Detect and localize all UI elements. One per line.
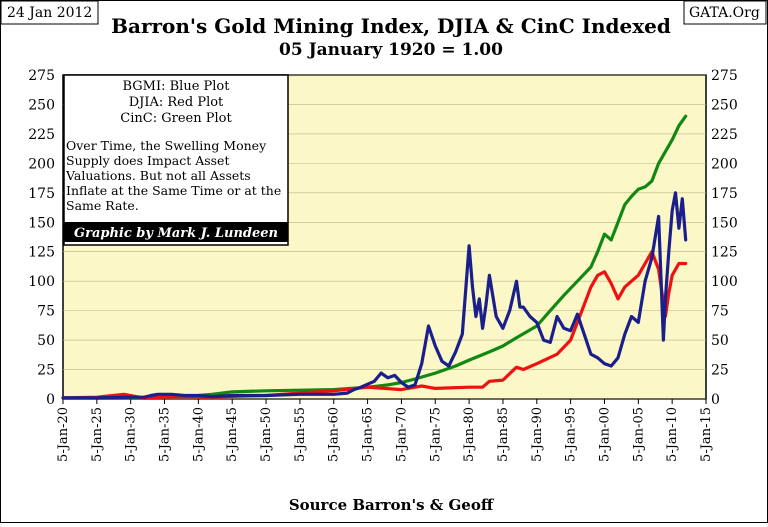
y-tick-left: 175: [28, 186, 55, 202]
x-tick-label: 5-Jan-35: [158, 407, 173, 462]
y-tick-left: 225: [28, 127, 55, 143]
y-tick-right: 175: [711, 186, 738, 202]
legend-credit-bar: [64, 222, 288, 242]
source-label-box: [683, 0, 767, 25]
series-line-bgmi: [61, 191, 688, 400]
x-tick-label: 5-Jan-75: [428, 407, 443, 462]
x-tick-label: 5-Jan-10: [665, 407, 680, 462]
x-tick-label: 5-Jan-30: [124, 407, 139, 462]
x-axis-label: Source Barron's & Geoff: [289, 496, 495, 514]
x-tick-label: 5-Jan-05: [631, 407, 646, 462]
chart-title: Barron's Gold Mining Index, DJIA & CinC …: [111, 14, 671, 38]
y-tick-left: 50: [37, 333, 55, 349]
x-tick-label: 5-Jan-70: [394, 407, 409, 462]
x-tick-label: 5-Jan-60: [327, 407, 342, 462]
x-tick-label: 5-Jan-95: [564, 407, 579, 462]
x-tick-label: 5-Jan-50: [259, 407, 274, 462]
x-tick-label: 5-Jan-85: [496, 407, 511, 462]
y-tick-right: 125: [711, 245, 738, 261]
legend-note-wrap: Over Time, the Swelling Money Supply doe…: [66, 138, 282, 213]
x-tick-label: 5-Jan-00: [597, 407, 612, 462]
series-layer: [61, 114, 688, 400]
legend-line-cinc: CinC: Green Plot: [120, 111, 232, 126]
x-tick-label: 5-Jan-25: [90, 407, 105, 462]
y-tick-right: 275: [711, 68, 738, 84]
y-axis-right: 0 25 50 75 100 125 150 175 200 225 250 275: [711, 68, 738, 408]
y-tick-right: 200: [711, 156, 738, 172]
date-label: 24 Jan 2012: [7, 5, 92, 21]
chart-subtitle: 05 January 1920 = 1.00: [279, 40, 503, 60]
legend: BGMI: Blue Plot DJIA: Red Plot CinC: Gre…: [63, 74, 289, 246]
x-tick-label: 5-Jan-55: [293, 407, 308, 462]
legend-line-bgmi: BGMI: Blue Plot: [122, 79, 230, 94]
y-tick-left: 250: [28, 97, 55, 113]
x-tick-label: 5-Jan-40: [191, 407, 206, 462]
x-axis: 5-Jan-20 5-Jan-25 5-Jan-30 5-Jan-35 5-Jan-40…: [56, 399, 714, 462]
y-tick-left: 0: [46, 392, 55, 408]
legend-box: [63, 74, 289, 246]
y-tick-right: 25: [711, 363, 729, 379]
x-tick-label: 5-Jan-20: [56, 407, 71, 462]
y-tick-right: 225: [711, 127, 738, 143]
y-tick-left: 275: [28, 68, 55, 84]
y-tick-left: 200: [28, 156, 55, 172]
y-tick-right: 75: [711, 304, 729, 320]
legend-credit: Graphic by Mark J. Lundeen: [74, 226, 278, 241]
y-tick-left: 125: [28, 245, 55, 261]
date-label-box: [0, 0, 99, 25]
x-tick-label: 5-Jan-45: [225, 407, 240, 462]
legend-note: Over Time, the Swelling Money Supply doe…: [66, 138, 282, 213]
y-tick-left: 100: [28, 274, 55, 290]
y-tick-left: 75: [37, 304, 55, 320]
source-label: GATA.Org: [689, 5, 760, 21]
legend-line-djia: DJIA: Red Plot: [129, 95, 224, 110]
x-tick-label: 5-Jan-90: [530, 407, 545, 462]
y-tick-left: 150: [28, 215, 55, 231]
y-axis-left: 0 25 50 75 100 125 150 175 200 225 250 275: [28, 68, 55, 408]
x-tick-label: 5-Jan-65: [361, 407, 376, 462]
y-tick-right: 100: [711, 274, 738, 290]
y-tick-left: 25: [37, 363, 55, 379]
x-tick-label: 5-Jan-15: [699, 407, 714, 462]
y-tick-right: 250: [711, 97, 738, 113]
y-tick-right: 150: [711, 215, 738, 231]
y-tick-right: 50: [711, 333, 729, 349]
x-tick-label: 5-Jan-80: [462, 407, 477, 462]
series-line-cinc: [61, 114, 688, 400]
y-tick-right: 0: [711, 392, 720, 408]
